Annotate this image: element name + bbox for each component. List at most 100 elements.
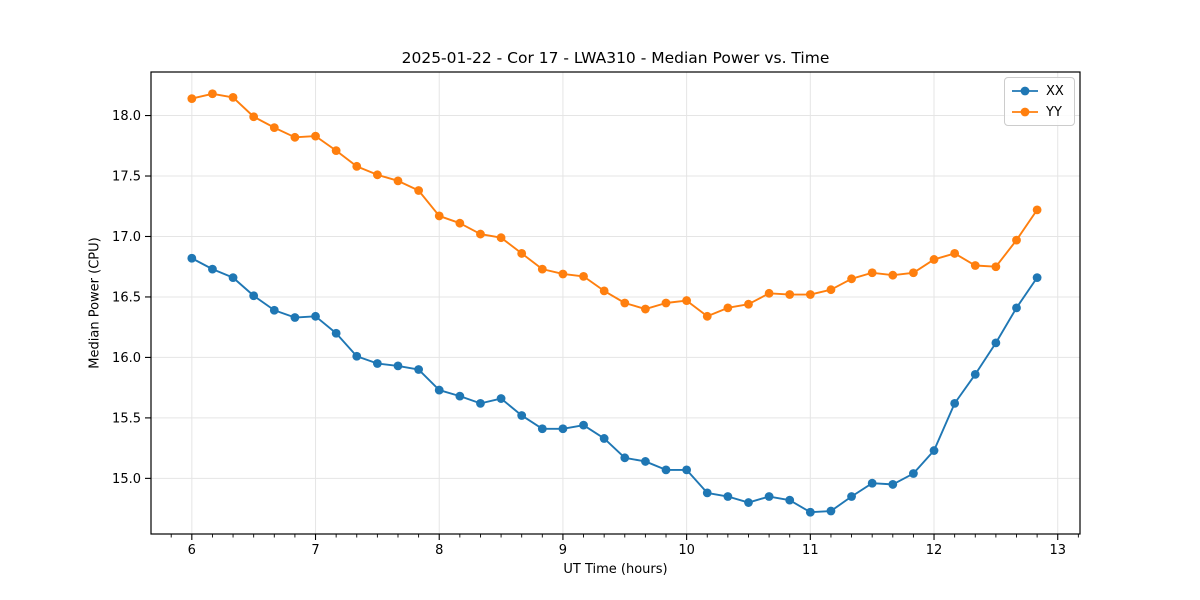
data-point-yy (929, 255, 939, 264)
data-point-yy (744, 299, 753, 309)
data-point-yy (764, 288, 774, 298)
data-point-yy (208, 89, 217, 99)
data-point-yy (290, 132, 300, 142)
x-tick-label: 6 (188, 543, 196, 558)
data-point-yy (1012, 235, 1021, 245)
series-line-yy (190, 92, 1039, 318)
data-point-yy (249, 112, 259, 122)
plot-border (150, 71, 1081, 535)
data-point-xx (599, 434, 609, 443)
data-point-xx (393, 361, 403, 371)
data-point-yy (620, 298, 630, 308)
data-point-yy (187, 94, 197, 104)
y-tick-label: 18.0 (112, 109, 141, 124)
data-point-xx (249, 291, 259, 301)
data-point-xx (331, 328, 341, 338)
x-tick-label: 7 (311, 543, 319, 558)
legend: XX YY (1004, 77, 1075, 126)
data-point-xx (579, 420, 588, 430)
xx-line-marker-icon (1012, 86, 1038, 96)
data-point-yy (352, 161, 362, 171)
data-point-xx (1012, 303, 1021, 313)
legend-item-yy: YY (1011, 103, 1067, 121)
data-point-xx (950, 398, 960, 408)
data-point-xx (537, 424, 547, 434)
data-point-xx (187, 253, 197, 263)
data-point-xx (208, 264, 217, 274)
data-point-yy (476, 229, 485, 239)
data-point-xx (372, 359, 382, 368)
data-point-yy (909, 268, 918, 278)
data-point-yy (640, 304, 650, 314)
data-point-xx (929, 446, 939, 455)
data-point-xx (764, 492, 774, 501)
data-point-yy (702, 311, 712, 321)
data-point-yy (826, 285, 836, 295)
legend-label-xx: XX (1046, 83, 1064, 99)
y-tick-label: 15.0 (112, 472, 141, 487)
data-point-xx (1032, 273, 1042, 283)
data-point-xx (290, 313, 300, 322)
data-point-xx (785, 495, 795, 505)
data-point-yy (867, 268, 877, 278)
data-point-yy (579, 271, 588, 281)
legend-item-xx: XX (1011, 82, 1067, 100)
data-point-xx (311, 311, 320, 321)
data-point-yy (517, 249, 527, 258)
y-axis-label: Median Power (CPU) (87, 237, 103, 369)
data-point-xx (991, 338, 1001, 348)
data-point-xx (723, 492, 733, 501)
x-tick-label: 10 (678, 543, 695, 558)
data-point-yy (970, 261, 980, 270)
data-point-xx (826, 506, 836, 516)
data-point-yy (496, 233, 506, 243)
data-point-yy (558, 269, 568, 279)
x-tick-label: 13 (1049, 543, 1066, 558)
x-tick-label: 12 (926, 543, 943, 558)
data-point-yy (372, 170, 382, 180)
data-point-xx (640, 457, 650, 466)
data-point-xx (476, 398, 485, 408)
data-point-yy (682, 296, 692, 305)
data-point-yy (331, 146, 341, 156)
data-point-yy (950, 249, 960, 258)
data-point-yy (805, 290, 815, 299)
data-point-xx (228, 273, 238, 283)
data-point-yy (414, 186, 424, 195)
data-point-xx (744, 498, 753, 507)
data-point-yy (661, 298, 671, 308)
data-point-yy (228, 92, 238, 102)
data-point-yy (1032, 205, 1042, 215)
data-point-xx (620, 453, 630, 463)
data-point-xx (847, 492, 856, 501)
y-tick-label: 17.0 (112, 230, 141, 245)
data-point-yy (847, 274, 856, 284)
x-tick-label: 9 (559, 543, 567, 558)
data-point-xx (414, 365, 424, 374)
data-point-xx (455, 391, 465, 401)
data-point-yy (888, 270, 898, 280)
chart-title: 2025-01-22 - Cor 17 - LWA310 - Median Po… (401, 49, 830, 67)
data-point-yy (991, 262, 1001, 272)
data-point-xx (269, 305, 279, 315)
y-tick-label: 16.5 (112, 290, 141, 305)
data-point-xx (970, 369, 980, 379)
data-point-xx (496, 394, 506, 403)
x-tick-label: 11 (802, 543, 819, 558)
data-point-yy (269, 123, 279, 133)
data-point-yy (723, 303, 733, 313)
data-point-yy (599, 286, 609, 296)
data-point-yy (537, 264, 547, 274)
data-point-yy (434, 211, 444, 221)
data-point-xx (434, 385, 444, 395)
data-point-xx (909, 469, 918, 478)
data-point-yy (455, 218, 465, 228)
data-point-xx (558, 424, 568, 434)
data-point-xx (682, 465, 692, 475)
y-tick-label: 17.5 (112, 170, 141, 185)
yy-line-marker-icon (1012, 107, 1038, 117)
x-axis-label: UT Time (hours) (563, 562, 668, 577)
data-point-xx (702, 488, 712, 498)
data-point-xx (867, 478, 877, 488)
